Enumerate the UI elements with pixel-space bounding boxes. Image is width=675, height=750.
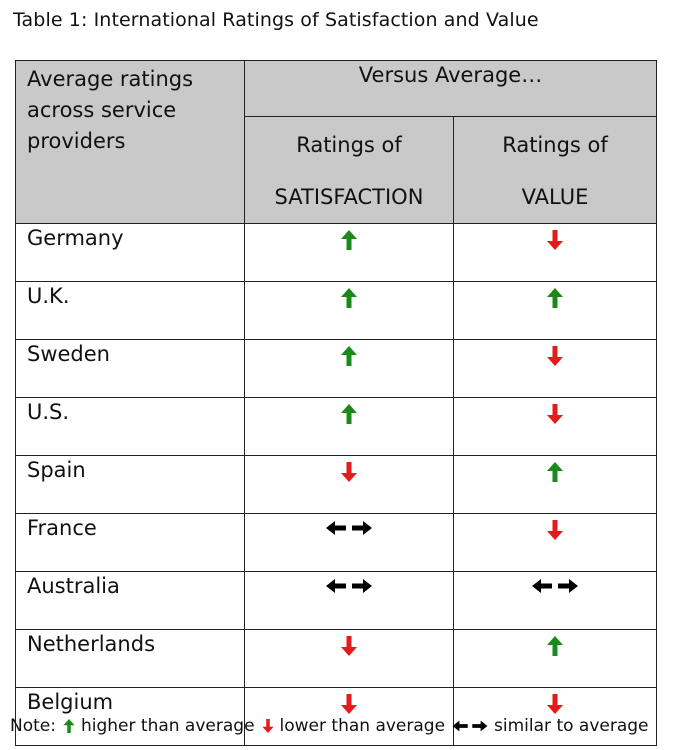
header-line: SATISFACTION: [274, 185, 424, 209]
country-cell: France: [15, 513, 245, 572]
table-row: Spain: [15, 455, 657, 514]
arrow-left-right-icon: [324, 579, 374, 600]
satisfaction-rating-cell: [244, 339, 454, 398]
arrow-up-icon: [339, 404, 359, 430]
note-higher: higher than average: [80, 716, 255, 736]
country-cell: Sweden: [15, 339, 245, 398]
arrow-left-right-icon: [451, 718, 489, 734]
value-rating-cell: [453, 629, 657, 688]
arrow-down-icon: [339, 694, 359, 720]
arrow-down-icon: [339, 636, 359, 662]
arrow-up-icon: [545, 636, 565, 662]
header-line: Ratings of: [502, 133, 608, 157]
arrow-left-right-icon: [324, 521, 374, 542]
country-cell: Netherlands: [15, 629, 245, 688]
header-line: providers: [27, 129, 126, 153]
table-row: Sweden: [15, 339, 657, 398]
arrow-up-icon: [339, 230, 359, 256]
table-body: Germany U.K. Sweden U.S. Spain France Australi…: [15, 223, 657, 746]
table-row: Germany: [15, 223, 657, 282]
note-similar: similar to average: [494, 716, 649, 736]
header-value: Ratings of VALUE: [453, 116, 657, 224]
header-line: Average ratings: [27, 67, 194, 91]
arrow-up-icon: [62, 717, 76, 735]
value-rating-cell: [453, 397, 657, 456]
satisfaction-rating-cell: [244, 513, 454, 572]
arrow-up-icon: [545, 462, 565, 488]
arrow-up-icon: [339, 288, 359, 314]
note-lower: lower than average: [279, 716, 446, 736]
arrow-down-icon: [545, 520, 565, 546]
table-row: U.K.: [15, 281, 657, 340]
country-cell: Belgium: [15, 687, 245, 746]
arrow-up-icon: [545, 288, 565, 314]
satisfaction-rating-cell: [244, 571, 454, 630]
table-row: Australia: [15, 571, 657, 630]
arrow-down-icon: [545, 346, 565, 372]
value-rating-cell: [453, 455, 657, 514]
satisfaction-rating-cell: [244, 629, 454, 688]
note-prefix: Note:: [10, 716, 56, 736]
value-rating-cell: [453, 687, 657, 746]
country-cell: U.K.: [15, 281, 245, 340]
country-cell: Australia: [15, 571, 245, 630]
header-satisfaction: Ratings of SATISFACTION: [244, 116, 454, 224]
value-rating-cell: [453, 281, 657, 340]
arrow-down-icon: [339, 462, 359, 488]
header-versus-average: Versus Average…: [244, 60, 657, 117]
value-rating-cell: [453, 339, 657, 398]
table-row: U.S.: [15, 397, 657, 456]
value-rating-cell: [453, 223, 657, 282]
ratings-table: Average ratings across service providers…: [15, 60, 657, 746]
satisfaction-rating-cell: [244, 455, 454, 514]
satisfaction-rating-cell: [244, 687, 454, 746]
country-cell: Germany: [15, 223, 245, 282]
table-row: Netherlands: [15, 629, 657, 688]
table-row: Belgium: [15, 687, 657, 746]
country-cell: U.S.: [15, 397, 245, 456]
arrow-left-right-icon: [530, 579, 580, 600]
header-line: across service: [27, 98, 177, 122]
header-line: VALUE: [521, 185, 589, 209]
satisfaction-rating-cell: [244, 397, 454, 456]
value-rating-cell: [453, 513, 657, 572]
arrow-down-icon: [261, 717, 275, 735]
satisfaction-rating-cell: [244, 223, 454, 282]
legend-note: Note: higher than average lower than ave…: [10, 716, 649, 736]
header-line: Ratings of: [296, 133, 402, 157]
arrow-down-icon: [545, 694, 565, 720]
country-cell: Spain: [15, 455, 245, 514]
satisfaction-rating-cell: [244, 281, 454, 340]
arrow-down-icon: [545, 230, 565, 256]
arrow-up-icon: [339, 346, 359, 372]
arrow-down-icon: [545, 404, 565, 430]
value-rating-cell: [453, 571, 657, 630]
table-row: France: [15, 513, 657, 572]
table-caption: Table 1: International Ratings of Satisf…: [13, 9, 539, 31]
header-average-ratings: Average ratings across service providers: [15, 60, 245, 224]
